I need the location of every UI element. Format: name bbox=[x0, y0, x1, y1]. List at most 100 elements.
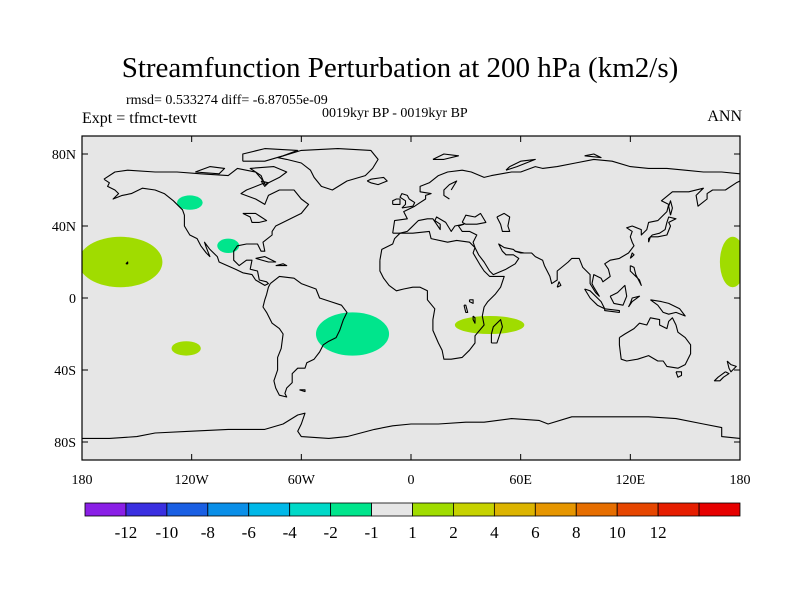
sw-pacific-positive-patch bbox=[171, 341, 201, 356]
colorbar-swatch bbox=[207, 502, 250, 517]
anomaly-layer bbox=[82, 195, 740, 356]
coastline-new-zealand-south bbox=[713, 371, 730, 382]
colorbar-swatch bbox=[289, 502, 332, 517]
colorbar-swatch bbox=[371, 502, 413, 517]
coastline-hawaii bbox=[125, 261, 129, 265]
stats-text: rmsd= 0.533274 diff= -6.87055e-09 bbox=[126, 93, 328, 108]
south-atlantic-negative-patch bbox=[315, 312, 390, 356]
colorbar-label: -1 bbox=[364, 523, 378, 542]
colorbar-label: -12 bbox=[115, 523, 138, 542]
coastline-sulawesi bbox=[628, 295, 641, 308]
coastline-ellesmere bbox=[242, 148, 299, 162]
colorbar-label: 4 bbox=[490, 523, 499, 542]
coastline-baffin bbox=[249, 166, 288, 186]
x-tick-label: 120E bbox=[616, 473, 646, 488]
colorbar-label: -8 bbox=[201, 523, 215, 542]
colorbar-swatch bbox=[575, 502, 618, 517]
coastline-new-zealand-north bbox=[726, 360, 737, 373]
coastline-svalbard bbox=[432, 153, 460, 160]
y-tick-label: 40S bbox=[54, 364, 76, 379]
colorbar-swatch bbox=[453, 502, 495, 517]
dateline-east-positive-patch bbox=[719, 236, 740, 288]
coastline-hudson-bay-islands bbox=[260, 180, 269, 187]
map-ocean-background bbox=[82, 136, 740, 460]
madagascar-positive-patch bbox=[454, 316, 525, 334]
coastline-south-america bbox=[262, 275, 348, 398]
colorbar-label: -2 bbox=[324, 523, 338, 542]
coastline-lake-victoria bbox=[468, 299, 474, 304]
coastline-australia bbox=[618, 317, 692, 369]
colorbar-swatch bbox=[330, 502, 372, 517]
y-tick-label: 80N bbox=[52, 148, 76, 163]
coastline-taiwan bbox=[629, 252, 635, 259]
x-tick-label: 180 bbox=[730, 473, 751, 488]
colorbar-swatch bbox=[657, 502, 700, 517]
coastline-antarctica bbox=[82, 412, 740, 439]
coastline-madagascar bbox=[490, 319, 503, 344]
colorbar-label: 1 bbox=[408, 523, 417, 542]
plot-title: Streamfunction Perturbation at 200 hPa (… bbox=[121, 52, 679, 84]
coastline-lake-tanganyika bbox=[463, 304, 469, 313]
coastline-cuba bbox=[255, 256, 277, 263]
x-tick-label: 60E bbox=[509, 473, 532, 488]
gulf-mexico-negative-patch bbox=[217, 238, 240, 253]
coastline-britain bbox=[399, 193, 416, 209]
coastline-hispaniola bbox=[275, 263, 288, 267]
coastline-iceland bbox=[366, 176, 388, 186]
colorbar-swatch bbox=[534, 502, 577, 517]
coastline-borneo bbox=[609, 284, 628, 306]
coastline-scandinavia-gulf bbox=[443, 180, 458, 200]
coastline-falklands bbox=[299, 389, 306, 393]
x-tick-label: 120W bbox=[175, 473, 210, 488]
coastline-severnaya bbox=[584, 153, 602, 159]
colorbar-label: 6 bbox=[531, 523, 540, 542]
colorbar-label: 12 bbox=[650, 523, 667, 542]
axis-ticks: 180 120W 60W 0 60E 120E 180 80N 40N 0 40S 80S bbox=[52, 136, 751, 488]
colorbar-swatch bbox=[493, 502, 536, 517]
colorbar-swatch bbox=[84, 502, 127, 517]
coastline-lake-malawi bbox=[472, 315, 476, 324]
coastline-layer bbox=[82, 148, 740, 439]
coastline-java bbox=[604, 308, 620, 313]
coastline-sri-lanka bbox=[556, 281, 562, 288]
x-tick-label: 60W bbox=[288, 473, 316, 488]
colorbar-swatch bbox=[248, 502, 291, 517]
y-tick-label: 80S bbox=[54, 436, 76, 451]
colorbar-label: 2 bbox=[449, 523, 458, 542]
coastline-caspian bbox=[496, 212, 511, 232]
north-pacific-positive-patch bbox=[82, 236, 163, 288]
period-text: 0019kyr BP - 0019kyr BP bbox=[322, 106, 468, 121]
coastline-philippines bbox=[629, 265, 642, 286]
colorbar-label: -10 bbox=[156, 523, 179, 542]
colorbar-swatch bbox=[166, 502, 209, 517]
colorbar: -12 -10 -8 -6 -4 -2 -1 1 2 4 6 8 10 12 bbox=[84, 502, 741, 542]
colorbar-label: -4 bbox=[283, 523, 298, 542]
coastline-black-sea bbox=[461, 212, 487, 225]
coastline-novaya-zemlya bbox=[505, 158, 536, 171]
x-tick-label: 0 bbox=[408, 473, 415, 488]
coastline-victoria-island bbox=[195, 166, 226, 175]
colorbar-label: 8 bbox=[572, 523, 581, 542]
coastline-sakhalin bbox=[668, 200, 673, 216]
coastline-arabian-sea-coast bbox=[515, 250, 532, 254]
colorbar-label: 10 bbox=[609, 523, 626, 542]
colorbar-swatch bbox=[616, 502, 659, 517]
x-tick-label: 180 bbox=[72, 473, 93, 488]
coastline-great-lakes bbox=[242, 212, 268, 223]
nw-america-negative-patch bbox=[177, 195, 203, 210]
y-tick-label: 0 bbox=[69, 292, 76, 307]
coastline-africa bbox=[379, 230, 505, 360]
season-label: ANN bbox=[707, 108, 742, 125]
colorbar-label: -6 bbox=[242, 523, 256, 542]
coastline-japan bbox=[648, 216, 677, 243]
coastline-eurasia bbox=[392, 158, 740, 297]
coastline-north-america bbox=[103, 167, 310, 286]
coastline-new-guinea bbox=[650, 299, 686, 317]
colorbar-swatch bbox=[698, 502, 741, 517]
colorbar-swatch bbox=[125, 502, 168, 517]
coastline-ireland bbox=[392, 198, 401, 205]
coastline-tasmania bbox=[675, 371, 683, 378]
coastline-greenland bbox=[277, 148, 379, 191]
colorbar-swatch bbox=[412, 502, 454, 517]
